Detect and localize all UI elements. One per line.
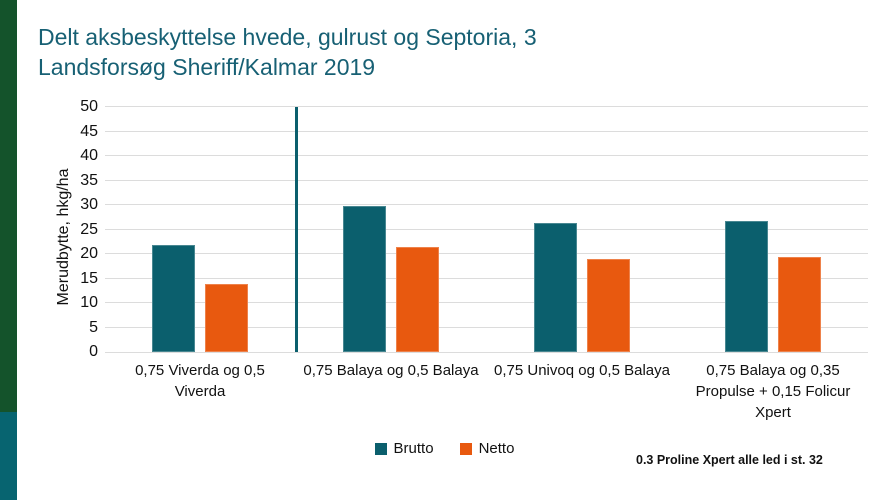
bar-brutto-group3 xyxy=(534,223,577,352)
sidebar-accent-teal xyxy=(0,412,17,500)
legend-label-brutto: Brutto xyxy=(393,440,434,457)
y-tick-10: 10 xyxy=(80,294,98,311)
x-category-label-4: 0,75 Balaya og 0,35 Propulse + 0,15 Foli… xyxy=(695,362,851,421)
footnote: 0.3 Proline Xpert alle led i st. 32 xyxy=(636,453,823,467)
y-tick-5: 5 xyxy=(89,318,98,336)
x-axis-labels: 0,75 Viverda og 0,5 Viverda 0,75 Balaya o… xyxy=(0,360,889,430)
legend-item-brutto: Brutto xyxy=(374,440,434,457)
gridline-45 xyxy=(105,130,868,132)
gridline-35 xyxy=(105,179,868,181)
y-tick-25: 25 xyxy=(80,220,98,238)
y-tick-0: 0 xyxy=(89,343,98,360)
legend-item-netto: Netto xyxy=(459,440,515,457)
gridline-20 xyxy=(105,253,868,254)
y-axis-ticks: 0 5 10 15 20 25 30 35 40 45 50 xyxy=(56,98,98,360)
bar-netto-group3 xyxy=(587,259,630,352)
y-tick-20: 20 xyxy=(80,245,98,262)
gridline-30 xyxy=(105,204,868,205)
y-tick-40: 40 xyxy=(80,147,98,164)
chart-title: Delt aksbeskyttelse hvede, gulrust og Se… xyxy=(38,24,537,80)
x-category-label-2: 0,75 Balaya og 0,5 Balaya xyxy=(303,362,479,379)
y-tick-15: 15 xyxy=(80,269,98,287)
y-tick-50: 50 xyxy=(80,98,98,115)
x-category-label-3: 0,75 Univoq og 0,5 Balaya xyxy=(494,362,670,379)
gridline-0 xyxy=(105,352,868,353)
plot-area xyxy=(105,106,868,353)
y-tick-45: 45 xyxy=(80,122,98,140)
gridline-50 xyxy=(105,106,868,107)
bar-brutto-group1 xyxy=(152,245,195,352)
x-category-label-1: 0,75 Viverda og 0,5 Viverda xyxy=(135,362,265,400)
bar-netto-group1 xyxy=(205,284,248,352)
netto-swatch-icon xyxy=(459,442,472,455)
group-divider-line xyxy=(295,107,298,352)
bar-brutto-group2 xyxy=(343,206,386,352)
gridline-25 xyxy=(105,228,868,230)
y-tick-30: 30 xyxy=(80,196,98,213)
gridline-40 xyxy=(105,155,868,156)
legend: Brutto Netto xyxy=(0,440,889,457)
sidebar-accent-green xyxy=(0,0,17,412)
legend-label-netto: Netto xyxy=(478,440,515,457)
bar-netto-group4 xyxy=(778,257,821,352)
gridline-5 xyxy=(105,326,868,328)
bar-brutto-group4 xyxy=(725,221,768,352)
brutto-swatch-icon xyxy=(374,442,387,455)
bar-netto-group2 xyxy=(396,247,439,352)
y-tick-35: 35 xyxy=(80,171,98,189)
gridline-10 xyxy=(105,302,868,303)
gridline-15 xyxy=(105,277,868,279)
